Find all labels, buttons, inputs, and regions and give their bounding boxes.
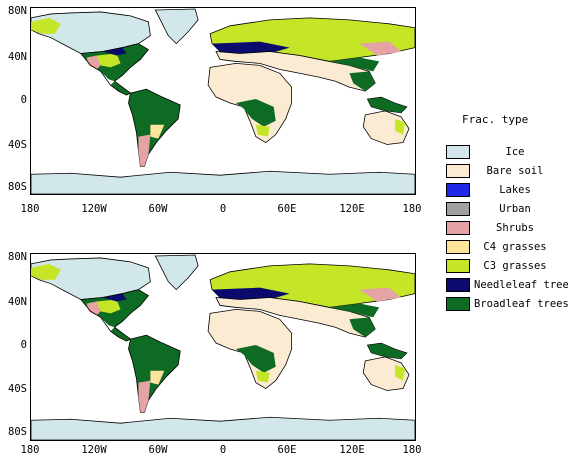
legend-label: C3 grasses [483, 260, 547, 272]
lon-axis-top: 180 120W 60W 0 60E 120E 180 [21, 203, 422, 215]
lat-tick: 80N [8, 5, 27, 17]
legend-item: Ice [444, 145, 568, 160]
lon-tick: 0 [219, 444, 227, 456]
c3-grasses-swatch [446, 259, 470, 273]
ice-swatch [446, 145, 470, 159]
legend-item: Lakes [444, 183, 568, 198]
legend-label: Bare soil [486, 165, 544, 177]
needleleaf-trees-swatch [446, 278, 470, 292]
lon-tick: 180 [402, 444, 422, 456]
world-map-bottom [31, 254, 415, 440]
lakes-swatch [446, 183, 470, 197]
legend-label: Shrubs [496, 222, 534, 234]
lat-tick: 40S [8, 383, 27, 395]
legend-item: Needleleaf trees [444, 278, 568, 293]
urban-swatch [446, 202, 470, 216]
lat-tick: 0 [20, 339, 27, 351]
legend-item: Shrubs [444, 221, 568, 236]
legend-label: C4 grasses [483, 241, 547, 253]
lon-tick: 0 [219, 203, 227, 215]
lat-tick: 40S [8, 139, 27, 151]
legend-item: Broadleaf trees [444, 297, 568, 312]
legend-label: Broadleaf trees [474, 298, 568, 310]
legend-label: Urban [499, 203, 531, 215]
lon-tick: 120W [81, 444, 107, 456]
legend-item: C4 grasses [444, 240, 568, 255]
lat-tick: 0 [20, 94, 27, 106]
legend-label: Needleleaf trees [474, 279, 568, 291]
shrubs-swatch [446, 221, 470, 235]
broadleaf-trees-swatch [446, 297, 470, 311]
lon-tick: 60E [277, 444, 297, 456]
lat-tick: 40N [8, 51, 27, 63]
lon-tick: 60E [277, 203, 297, 215]
lon-tick: 60W [148, 203, 168, 215]
lat-tick: 80S [8, 426, 27, 438]
lon-tick: 180 [20, 203, 40, 215]
lat-tick: 80N [8, 251, 27, 263]
lon-tick: 60W [148, 444, 168, 456]
legend-label: Lakes [499, 184, 531, 196]
c4-grasses-swatch [446, 240, 470, 254]
lon-tick: 120W [81, 203, 107, 215]
lon-axis-bottom: 180 120W 60W 0 60E 120E 180 [21, 444, 422, 456]
legend-item: Urban [444, 202, 568, 217]
lat-tick: 40N [8, 296, 27, 308]
world-map-top [31, 8, 415, 194]
lon-tick: 180 [20, 444, 40, 456]
land-cover-map-top [30, 7, 416, 195]
legend-title: Frac. type [462, 113, 529, 126]
legend-item: Bare soil [444, 164, 568, 179]
bare-soil-swatch [446, 164, 470, 178]
lon-tick: 180 [402, 203, 422, 215]
lon-tick: 120E [339, 203, 365, 215]
legend-label: Ice [505, 146, 525, 158]
legend-item: C3 grasses [444, 259, 568, 274]
lon-tick: 120E [339, 444, 365, 456]
land-cover-map-bottom [30, 253, 416, 441]
lat-tick: 80S [8, 181, 27, 193]
